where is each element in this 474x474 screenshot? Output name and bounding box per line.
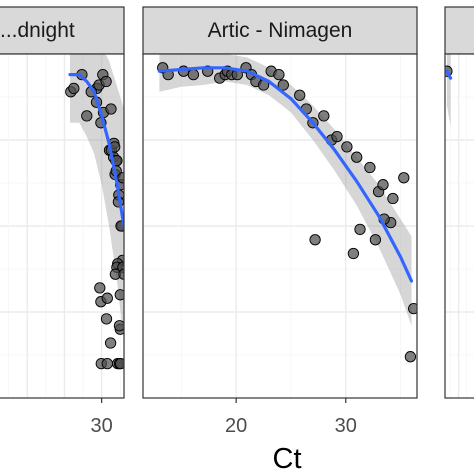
data-point	[331, 130, 343, 143]
x-tick-label: 20	[225, 415, 247, 437]
data-point	[105, 103, 117, 115]
data-point	[100, 75, 112, 88]
data-point	[354, 223, 366, 236]
x-axis-title: Ct	[273, 443, 302, 474]
data-point	[351, 151, 363, 163]
data-point	[273, 68, 285, 81]
data-point	[115, 357, 124, 370]
panel-1: ...dnight	[0, 6, 125, 399]
panel-3-marks	[445, 54, 453, 127]
confidence-ribbon	[70, 54, 124, 343]
panel-3-border	[444, 53, 474, 399]
data-point	[187, 68, 200, 81]
x-axis-ticks: 30 20 30	[91, 398, 357, 437]
data-point	[377, 179, 389, 191]
smooth-fit-line	[157, 66, 414, 283]
data-point	[398, 172, 410, 184]
data-point	[318, 110, 330, 122]
panel-3-strip	[444, 6, 474, 55]
data-point	[81, 110, 93, 122]
data-point	[341, 141, 353, 153]
panel-2-strip-title: Artic - Nimagen	[208, 19, 353, 42]
data-point	[101, 357, 113, 370]
data-point	[68, 82, 80, 95]
panel-1-strip-title: ...dnight	[0, 19, 75, 42]
data-point	[404, 351, 417, 363]
data-point	[115, 220, 124, 232]
data-point	[113, 320, 124, 332]
data-point	[408, 302, 417, 315]
data-point	[117, 172, 124, 184]
data-point	[369, 234, 382, 246]
smooth-fit-line	[445, 69, 453, 80]
data-point	[114, 289, 124, 301]
panel-2-marks	[157, 54, 417, 363]
panel-2-border	[142, 53, 418, 399]
data-point	[100, 313, 113, 325]
data-point	[104, 337, 117, 349]
panel-2-plot-area	[142, 53, 418, 399]
data-point	[309, 234, 321, 246]
data-point	[364, 161, 376, 174]
panel-2: Artic - Nimagen	[142, 6, 418, 399]
panel-1-strip	[0, 6, 125, 55]
smooth-fit-line	[68, 73, 124, 228]
data-point	[277, 79, 289, 91]
panel-1-border	[0, 53, 125, 399]
x-tick-label: 30	[91, 415, 113, 437]
panel-1-marks	[65, 54, 124, 370]
panel-3	[444, 6, 474, 399]
panel-2-strip	[142, 6, 418, 55]
panel-3-plot-area	[444, 53, 474, 399]
data-point	[387, 192, 399, 205]
data-point	[118, 268, 124, 280]
data-point	[347, 247, 360, 260]
x-tick-label: 30	[335, 415, 357, 437]
data-point	[294, 89, 306, 101]
panel-1-plot-area	[0, 53, 125, 399]
data-point	[94, 282, 106, 294]
data-point	[101, 292, 113, 304]
